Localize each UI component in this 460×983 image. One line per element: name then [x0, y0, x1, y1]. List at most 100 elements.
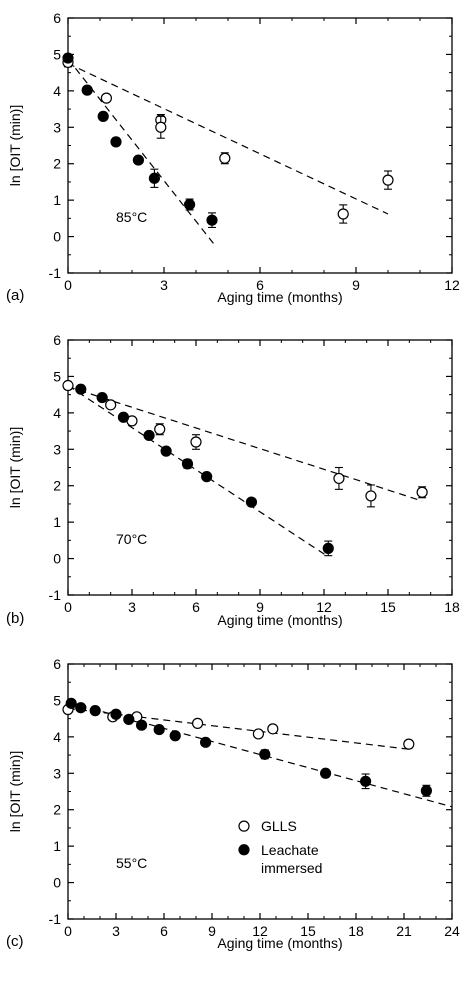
x-tick-label: 6 — [192, 599, 200, 615]
panel-label: (b) — [6, 610, 24, 627]
x-tick-label: 12 — [316, 599, 332, 615]
data-point-filled — [117, 411, 130, 423]
y-tick-label: 2 — [53, 478, 61, 494]
plot-frame — [67, 339, 453, 596]
y-tick-label: 0 — [53, 875, 61, 891]
y-tick-label: 5 — [53, 368, 61, 384]
x-tick-label: 0 — [64, 923, 72, 939]
x-tick-label: 24 — [444, 923, 460, 939]
y-tick-label: 5 — [53, 692, 61, 708]
y-tick-label: 0 — [53, 229, 61, 245]
data-point-filled — [136, 719, 148, 731]
data-point-filled — [75, 383, 87, 395]
data-point-open — [337, 208, 349, 220]
x-axis-label: Aging time (months) — [217, 935, 342, 951]
data-point-filled — [160, 445, 172, 457]
legend-label: immersed — [261, 860, 322, 876]
y-tick-label: -1 — [49, 265, 62, 281]
y-tick-label: 6 — [53, 656, 61, 672]
x-tick-label: 15 — [300, 923, 316, 939]
fit-line — [67, 707, 413, 751]
x-tick-label: 3 — [128, 599, 136, 615]
x-tick-label: 3 — [112, 923, 120, 939]
data-point-open — [155, 121, 167, 133]
data-point-open — [192, 717, 204, 729]
plot-frame — [67, 17, 453, 274]
data-point-filled — [132, 154, 144, 166]
panel-label: (a) — [6, 287, 24, 304]
panel-label: (c) — [6, 933, 24, 950]
data-point-filled — [201, 471, 213, 483]
temperature-label: 70°C — [116, 531, 147, 547]
data-point-filled — [123, 713, 135, 725]
x-tick-label: 9 — [256, 599, 264, 615]
x-tick-label: 12 — [444, 277, 460, 293]
x-axis-label: Aging time (months) — [217, 289, 342, 305]
data-point-filled — [110, 708, 122, 720]
y-axis-label: ln [OIT (min)] — [7, 105, 23, 186]
data-point-filled — [153, 723, 165, 736]
x-tick-label: 9 — [208, 923, 216, 939]
data-point-filled — [65, 697, 77, 709]
legend-marker — [238, 844, 250, 856]
data-point-filled — [97, 110, 109, 122]
fit-line — [67, 62, 389, 215]
data-point-filled — [75, 702, 87, 714]
y-tick-label: 2 — [53, 802, 61, 818]
data-point-open — [403, 738, 415, 750]
y-tick-label: 4 — [53, 83, 61, 99]
fit-line — [67, 386, 423, 502]
data-point-open — [154, 423, 166, 435]
data-point-open — [267, 723, 279, 735]
data-point-filled — [110, 136, 122, 148]
data-point-open — [190, 436, 202, 448]
y-tick-label: -1 — [49, 587, 62, 603]
y-tick-label: -1 — [49, 911, 62, 927]
y-tick-label: 5 — [53, 46, 61, 62]
data-point-open — [219, 152, 231, 164]
y-axis-label: ln [OIT (min)] — [7, 751, 23, 832]
data-point-filled — [322, 542, 334, 554]
data-point-filled — [143, 429, 155, 442]
data-point-open — [365, 490, 377, 502]
data-point-open — [333, 472, 345, 485]
x-tick-label: 18 — [444, 599, 460, 615]
data-point-open — [416, 486, 428, 498]
y-tick-label: 1 — [53, 514, 61, 530]
x-tick-label: 9 — [352, 277, 360, 293]
data-point-filled — [89, 705, 101, 717]
y-tick-label: 4 — [53, 405, 61, 421]
y-tick-label: 3 — [53, 765, 61, 781]
data-point-filled — [360, 775, 372, 787]
legend-label: GLLS — [261, 818, 297, 834]
x-tick-label: 21 — [396, 923, 412, 939]
data-point-open — [105, 399, 117, 411]
y-tick-label: 1 — [53, 838, 61, 854]
legend-label: Leachate — [261, 842, 319, 858]
x-tick-label: 6 — [160, 923, 168, 939]
y-tick-label: 6 — [53, 10, 61, 26]
data-point-filled — [420, 785, 432, 797]
x-tick-label: 12 — [252, 923, 268, 939]
data-point-filled — [320, 767, 332, 779]
x-tick-label: 6 — [256, 277, 264, 293]
data-point-filled — [259, 748, 271, 760]
y-tick-label: 3 — [53, 119, 61, 135]
legend-marker — [238, 820, 250, 832]
fit-line — [67, 385, 329, 558]
x-tick-label: 15 — [380, 599, 396, 615]
x-axis-label: Aging time (months) — [217, 612, 342, 628]
data-point-filled — [148, 172, 160, 184]
data-point-filled — [169, 730, 181, 742]
data-point-filled — [206, 214, 218, 226]
data-point-filled — [96, 391, 108, 404]
data-point-filled — [181, 458, 194, 470]
x-tick-label: 3 — [160, 277, 168, 293]
data-point-filled — [184, 198, 196, 211]
y-tick-label: 3 — [53, 441, 61, 457]
y-tick-label: 4 — [53, 729, 61, 745]
